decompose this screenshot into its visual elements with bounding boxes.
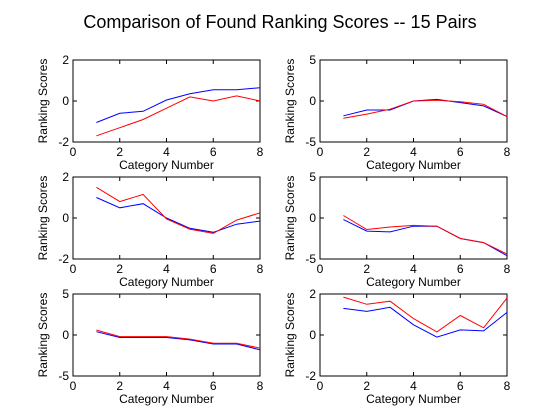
y-tick-label: 0	[62, 94, 69, 108]
x-axis-label: Category Number	[366, 392, 461, 406]
x-tick-label: 0	[317, 145, 324, 159]
y-axis-label: Ranking Scores	[283, 176, 297, 261]
x-tick-label: 8	[504, 379, 511, 393]
x-tick-label: 4	[410, 145, 417, 159]
x-tick-label: 2	[116, 262, 123, 276]
x-tick-label: 4	[410, 379, 417, 393]
axes-box	[319, 293, 508, 377]
y-tick-label: 5	[309, 53, 316, 67]
y-tick-label: 5	[309, 170, 316, 184]
series-line-2	[343, 215, 508, 255]
series-line-1	[343, 306, 508, 338]
x-tick-label: 6	[210, 379, 217, 393]
x-tick-label: 4	[163, 379, 170, 393]
x-tick-label: 2	[363, 145, 370, 159]
x-tick-label: 6	[457, 262, 464, 276]
series-line-1	[96, 331, 261, 351]
x-tick-label: 8	[504, 145, 511, 159]
x-tick-label: 2	[116, 379, 123, 393]
figure-title: Comparison of Found Ranking Scores -- 15…	[83, 12, 476, 32]
y-tick-label: 0	[309, 211, 316, 225]
series-line-2	[96, 95, 261, 137]
y-tick-label: 2	[309, 287, 316, 301]
axes-box	[319, 176, 508, 260]
x-tick-label: 6	[210, 145, 217, 159]
x-tick-label: 0	[70, 145, 77, 159]
x-axis-label: Category Number	[366, 275, 461, 289]
y-tick-label: -5	[305, 252, 316, 266]
x-tick-label: 0	[317, 379, 324, 393]
x-tick-label: 4	[163, 262, 170, 276]
x-tick-label: 6	[457, 379, 464, 393]
axes-box	[72, 59, 261, 143]
series-line-1	[96, 87, 261, 123]
y-axis-label: Ranking Scores	[36, 176, 50, 261]
y-tick-label: 2	[62, 53, 69, 67]
x-tick-label: 0	[317, 262, 324, 276]
y-tick-label: 0	[309, 328, 316, 342]
x-tick-label: 2	[363, 262, 370, 276]
x-tick-label: 8	[257, 262, 264, 276]
series-line-2	[96, 329, 261, 349]
x-tick-label: 0	[70, 262, 77, 276]
x-axis-label: Category Number	[119, 158, 214, 172]
y-axis-label: Ranking Scores	[283, 59, 297, 144]
x-tick-label: 6	[457, 145, 464, 159]
x-axis-label: Category Number	[366, 158, 461, 172]
x-tick-label: 8	[257, 379, 264, 393]
y-tick-label: -5	[58, 369, 69, 383]
y-tick-label: 0	[62, 328, 69, 342]
x-axis-label: Category Number	[119, 275, 214, 289]
x-tick-label: 8	[504, 262, 511, 276]
y-axis-label: Ranking Scores	[36, 293, 50, 378]
x-tick-label: 2	[363, 379, 370, 393]
y-tick-label: -2	[305, 369, 316, 383]
x-tick-label: 6	[210, 262, 217, 276]
x-tick-label: 0	[70, 379, 77, 393]
x-tick-label: 4	[163, 145, 170, 159]
x-tick-label: 4	[410, 262, 417, 276]
y-tick-label: -2	[58, 252, 69, 266]
y-tick-label: 5	[62, 287, 69, 301]
series-line-2	[343, 296, 508, 333]
y-tick-label: -2	[58, 135, 69, 149]
x-tick-label: 8	[257, 145, 264, 159]
axes-box	[72, 293, 261, 377]
y-axis-label: Ranking Scores	[283, 293, 297, 378]
y-tick-label: 2	[62, 170, 69, 184]
series-line-2	[96, 186, 261, 234]
y-tick-label: 0	[309, 94, 316, 108]
y-tick-label: 0	[62, 211, 69, 225]
series-line-1	[96, 197, 261, 233]
x-axis-label: Category Number	[119, 392, 214, 406]
y-tick-label: -5	[305, 135, 316, 149]
x-tick-label: 2	[116, 145, 123, 159]
series-line-2	[343, 99, 508, 119]
y-axis-label: Ranking Scores	[36, 59, 50, 144]
